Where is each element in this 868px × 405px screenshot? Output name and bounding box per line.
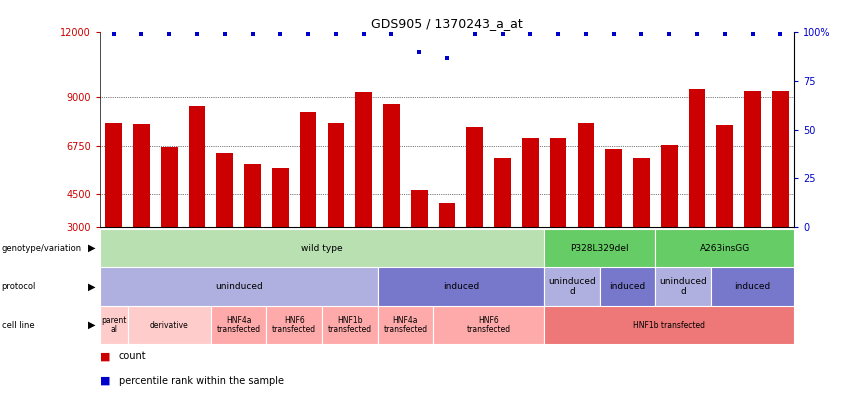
Bar <box>211 306 266 344</box>
Bar <box>661 145 678 292</box>
Text: percentile rank within the sample: percentile rank within the sample <box>119 376 284 386</box>
Bar <box>688 89 706 292</box>
Point <box>468 31 482 38</box>
Text: induced: induced <box>443 282 479 291</box>
Bar <box>355 92 372 292</box>
Point <box>551 31 565 38</box>
Bar <box>655 229 794 267</box>
Point <box>385 31 398 38</box>
Bar <box>411 190 428 292</box>
Text: ■: ■ <box>100 352 110 361</box>
Bar <box>378 267 544 306</box>
Point <box>523 31 537 38</box>
Text: uninduced: uninduced <box>214 282 263 291</box>
Point <box>412 49 426 55</box>
Bar <box>100 267 378 306</box>
Text: ▶: ▶ <box>88 281 95 292</box>
Bar <box>378 306 433 344</box>
Bar <box>549 138 567 292</box>
Bar <box>161 147 178 292</box>
Point <box>273 31 287 38</box>
Text: ■: ■ <box>100 376 110 386</box>
Bar <box>433 306 544 344</box>
Bar <box>466 128 483 292</box>
Text: HNF4a
transfected: HNF4a transfected <box>217 315 260 335</box>
Bar <box>322 306 378 344</box>
Bar <box>216 153 233 292</box>
Text: parent
al: parent al <box>101 315 127 335</box>
Point <box>329 31 343 38</box>
Text: A263insGG: A263insGG <box>700 243 750 253</box>
Bar <box>128 306 211 344</box>
Point <box>607 31 621 38</box>
Point <box>301 31 315 38</box>
Bar <box>633 158 650 292</box>
Title: GDS905 / 1370243_a_at: GDS905 / 1370243_a_at <box>372 17 523 30</box>
Text: derivative: derivative <box>150 320 188 330</box>
Text: induced: induced <box>609 282 646 291</box>
Text: induced: induced <box>734 282 771 291</box>
Point <box>107 31 121 38</box>
Text: HNF6
transfected: HNF6 transfected <box>273 315 316 335</box>
Point <box>162 31 176 38</box>
Point <box>579 31 593 38</box>
Bar <box>100 229 544 267</box>
Text: uninduced
d: uninduced d <box>548 277 596 296</box>
Bar <box>716 125 733 292</box>
Text: HNF1b
transfected: HNF1b transfected <box>328 315 372 335</box>
Bar <box>494 158 511 292</box>
Text: ▶: ▶ <box>88 243 95 253</box>
Bar <box>272 168 289 292</box>
Text: HNF1b transfected: HNF1b transfected <box>634 320 705 330</box>
Point <box>662 31 676 38</box>
Bar <box>772 91 789 292</box>
Point <box>246 31 260 38</box>
Text: cell line: cell line <box>2 320 35 330</box>
Bar <box>105 123 122 292</box>
Point <box>135 31 148 38</box>
Bar <box>188 106 206 292</box>
Text: ▶: ▶ <box>88 320 95 330</box>
Point <box>690 31 704 38</box>
Bar <box>522 138 539 292</box>
Text: genotype/variation: genotype/variation <box>2 243 82 253</box>
Bar <box>605 149 622 292</box>
Point <box>357 31 371 38</box>
Bar <box>327 123 345 292</box>
Point <box>718 31 732 38</box>
Bar <box>544 306 794 344</box>
Bar <box>544 229 655 267</box>
Bar <box>438 203 456 292</box>
Bar <box>383 104 400 292</box>
Text: HNF4a
transfected: HNF4a transfected <box>384 315 427 335</box>
Bar <box>266 306 322 344</box>
Point <box>440 54 454 61</box>
Bar <box>133 124 150 292</box>
Text: HNF6
transfected: HNF6 transfected <box>467 315 510 335</box>
Text: wild type: wild type <box>301 243 343 253</box>
Point <box>773 31 787 38</box>
Point <box>635 31 648 38</box>
Bar <box>600 267 655 306</box>
Bar <box>655 267 711 306</box>
Bar <box>100 306 128 344</box>
Point <box>190 31 204 38</box>
Point <box>496 31 510 38</box>
Point <box>218 31 232 38</box>
Bar <box>544 267 600 306</box>
Text: P328L329del: P328L329del <box>570 243 629 253</box>
Text: uninduced
d: uninduced d <box>659 277 707 296</box>
Bar <box>244 164 261 292</box>
Bar <box>744 91 761 292</box>
Text: protocol: protocol <box>2 282 36 291</box>
Bar <box>577 123 595 292</box>
Point <box>746 31 760 38</box>
Text: count: count <box>119 352 147 361</box>
Bar <box>299 112 317 292</box>
Bar <box>711 267 794 306</box>
